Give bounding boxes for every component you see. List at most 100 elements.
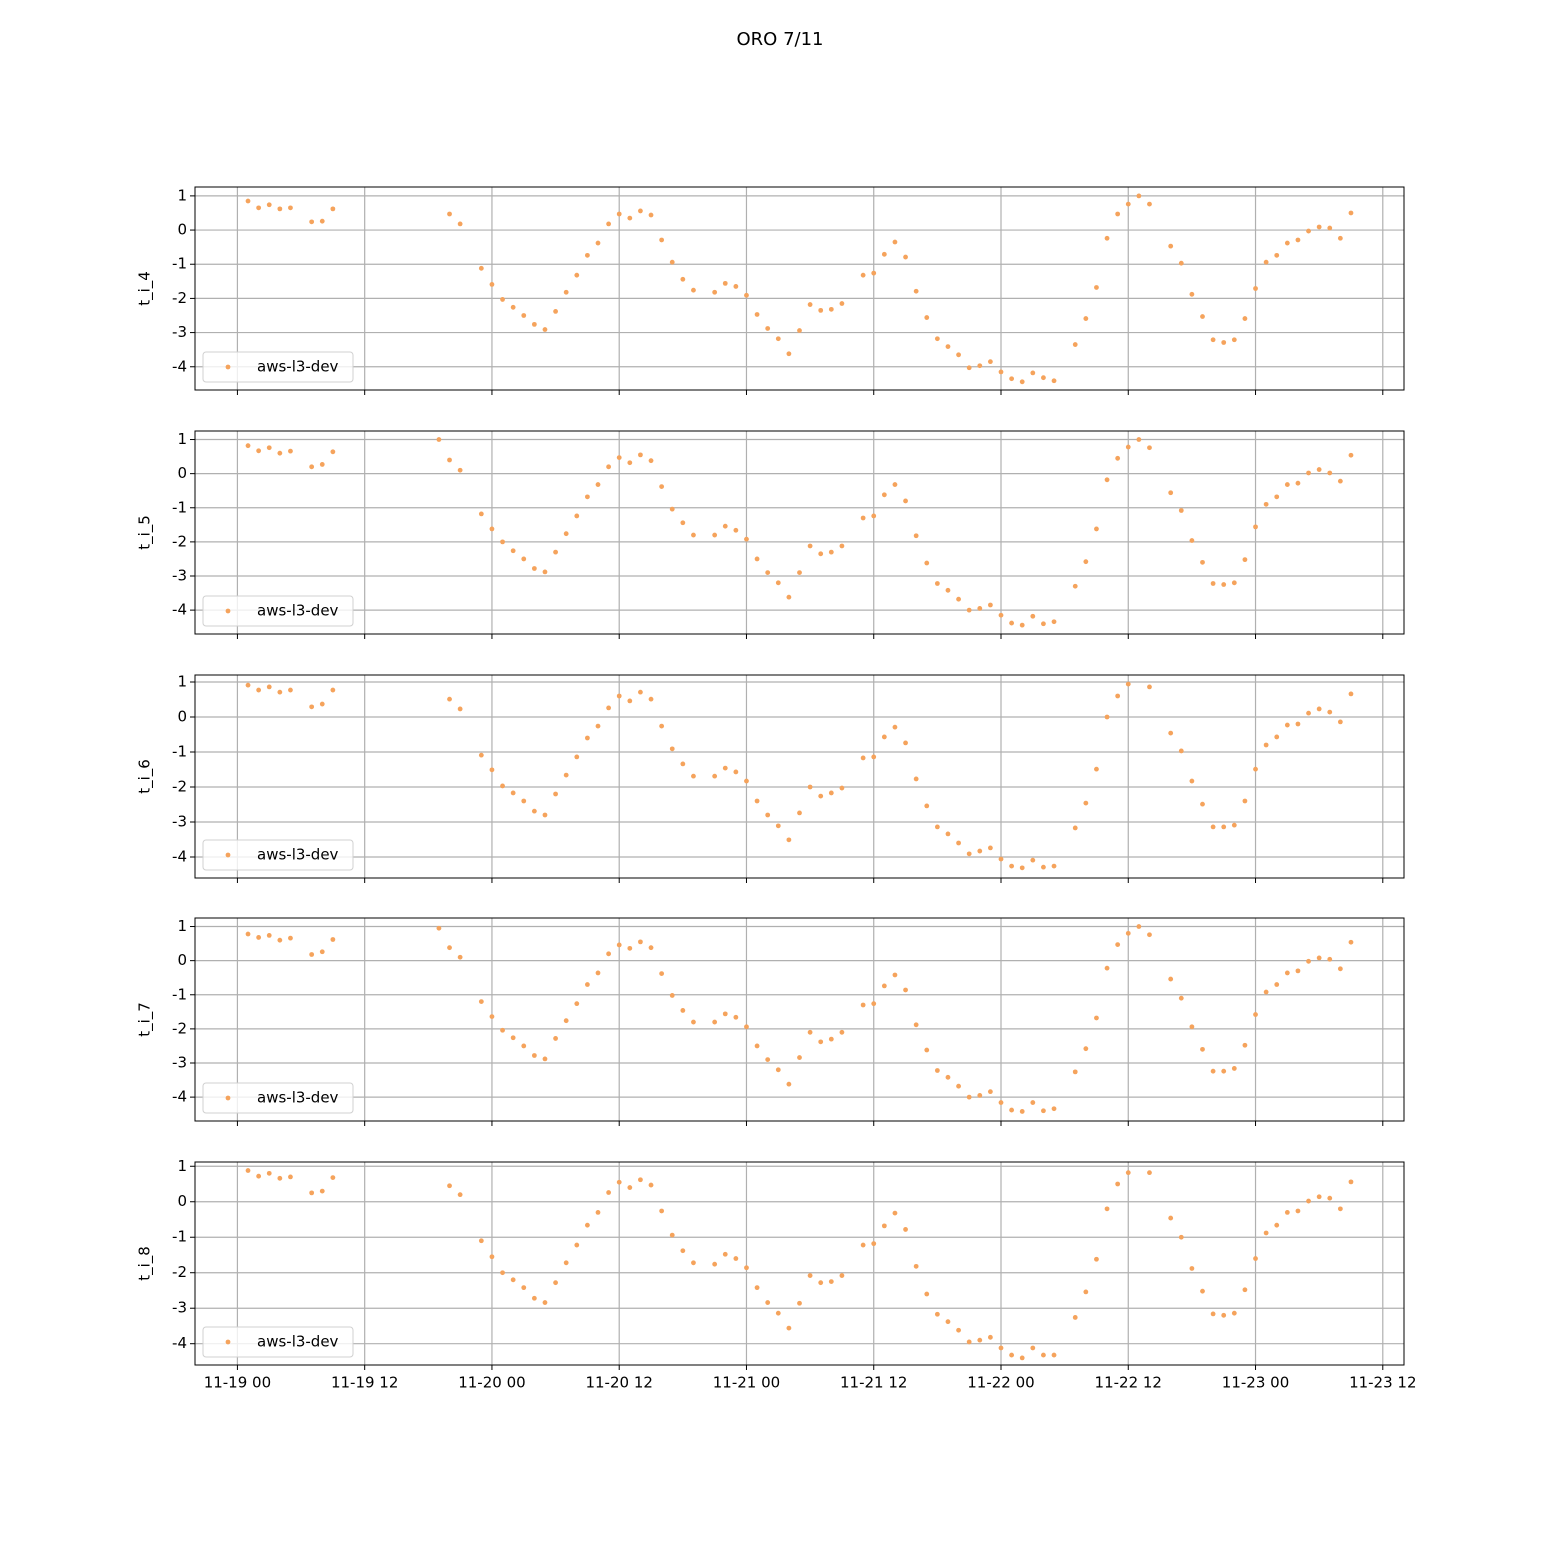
point [818,1280,824,1286]
point [828,790,834,796]
point [1009,376,1015,382]
point [807,784,813,790]
y-tick-label: -1 [172,1228,187,1246]
point [542,569,548,575]
y-tick-label: -3 [172,567,187,585]
point [309,952,315,957]
point [1041,375,1046,381]
point [712,773,718,779]
point [860,755,866,761]
point [1072,583,1078,589]
point [680,761,686,767]
point [839,1029,845,1035]
point [797,328,802,333]
point [966,851,972,857]
point [860,1002,866,1008]
point [245,682,251,688]
point [574,1001,580,1007]
y-tick-label: 1 [177,1157,187,1175]
point [1178,260,1184,266]
point [500,783,505,789]
point [584,982,590,987]
point [977,848,983,854]
point [1284,482,1290,487]
legend-label: aws-l3-dev [257,602,339,620]
point [1147,932,1152,938]
point [1189,778,1195,784]
point [828,1036,834,1042]
point [309,1190,315,1196]
point [1316,224,1322,230]
point [924,315,930,320]
point [1125,930,1131,936]
point [1009,620,1015,626]
legend-box [202,595,354,627]
point [1274,982,1280,987]
point [1348,939,1354,945]
point [330,937,336,942]
y-tick-label: -2 [172,778,187,796]
point [1231,822,1237,828]
point [288,687,293,693]
point [1327,1195,1333,1201]
point [881,983,887,989]
point [1189,291,1195,297]
point [1168,730,1174,736]
point [447,211,452,217]
point [531,321,537,327]
point [1253,524,1258,530]
point [871,754,877,760]
point [1178,748,1184,754]
point [1147,684,1152,690]
y-axis-label: t_i_4 [136,271,155,306]
x-tick-label: 11-19 12 [331,1374,398,1392]
point [256,205,262,211]
point [510,304,516,310]
point [584,252,590,258]
point [574,272,580,278]
point [1030,1100,1036,1105]
figure-title: ORO 7/11 [737,29,824,50]
point [733,1256,739,1261]
y-tick-label: 0 [177,951,187,969]
point [1295,968,1301,974]
point [744,536,749,542]
point [457,706,463,712]
point [277,206,283,212]
y-axis-label: t_i_6 [136,759,155,794]
point [903,740,908,746]
point [1284,722,1290,728]
x-tick-label: 11-20 00 [458,1374,525,1392]
point [1200,1288,1205,1294]
point [1168,243,1174,249]
point [1030,1345,1036,1351]
point [266,1170,272,1176]
point [966,1094,972,1100]
point [987,359,993,365]
point [648,212,654,218]
point [256,448,262,454]
point [765,812,771,818]
point [606,221,612,227]
point [277,1175,283,1181]
point [542,812,548,818]
point [1337,478,1343,484]
point [998,856,1004,862]
point [860,515,866,521]
point [288,205,293,211]
y-tick-label: -3 [172,813,187,831]
point [786,1325,792,1331]
point [733,284,739,289]
point [1125,1170,1131,1176]
legend-box [202,839,354,871]
point [319,701,325,707]
point [765,1057,771,1062]
point [1178,508,1184,513]
plot-frame [194,674,1405,879]
point [1189,538,1195,543]
point [722,765,728,771]
point [839,1273,845,1278]
point [1125,444,1131,450]
point [563,289,569,295]
